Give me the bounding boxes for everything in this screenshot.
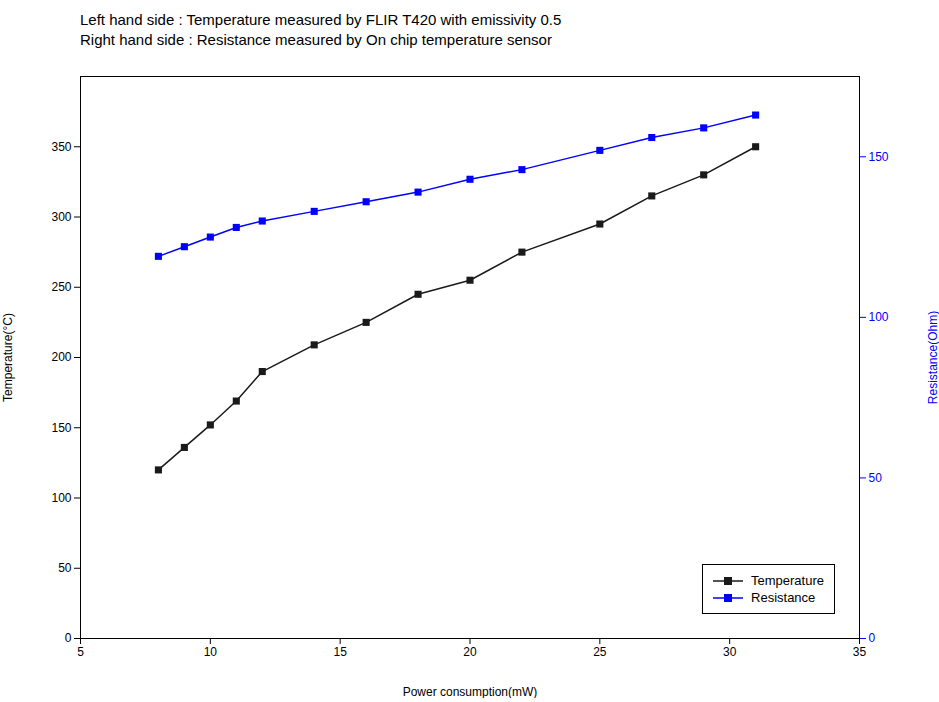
svg-text:100: 100 xyxy=(869,310,889,324)
svg-text:5: 5 xyxy=(77,645,84,659)
svg-text:Power consumption(mW): Power consumption(mW) xyxy=(403,685,538,699)
html-text:Resistance: Resistance xyxy=(751,590,816,605)
svg-text:15: 15 xyxy=(333,645,347,659)
svg-text:50: 50 xyxy=(58,561,72,575)
html-text:Temperature: Temperature xyxy=(751,573,824,588)
html-text:Left hand side : Temperature m: Left hand side : Temperature measured by… xyxy=(80,11,562,28)
svg-text:35: 35 xyxy=(853,645,867,659)
svg-text:200: 200 xyxy=(51,350,71,364)
html-text:Right hand side : Resistance m: Right hand side : Resistance measured by… xyxy=(80,31,552,48)
svg-text:350: 350 xyxy=(51,140,71,154)
svg-text:150: 150 xyxy=(51,421,71,435)
svg-text:0: 0 xyxy=(869,631,876,645)
svg-text:300: 300 xyxy=(51,210,71,224)
svg-text:10: 10 xyxy=(204,645,218,659)
svg-text:30: 30 xyxy=(723,645,737,659)
svg-text:20: 20 xyxy=(463,645,477,659)
svg-text:50: 50 xyxy=(869,471,883,485)
svg-text:Resistance(Ohm): Resistance(Ohm) xyxy=(926,311,939,404)
svg-text:25: 25 xyxy=(593,645,607,659)
svg-text:150: 150 xyxy=(869,150,889,164)
svg-text:250: 250 xyxy=(51,280,71,294)
svg-text:Temperature(°C): Temperature(°C) xyxy=(1,313,15,402)
svg-text:0: 0 xyxy=(65,631,72,645)
svg-text:100: 100 xyxy=(51,491,71,505)
